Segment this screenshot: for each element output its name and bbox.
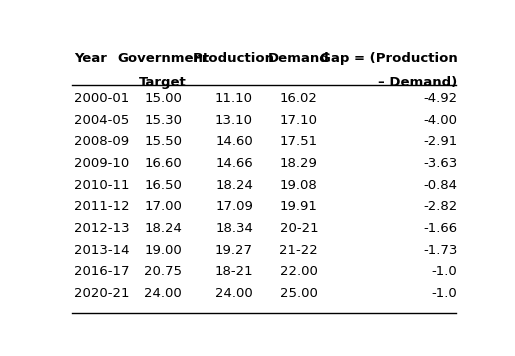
Text: 2000-01: 2000-01 [74,92,130,105]
Text: -4.92: -4.92 [423,92,457,105]
Text: 2020-21: 2020-21 [74,287,130,300]
Text: 18.24: 18.24 [215,179,253,192]
Text: 2004-05: 2004-05 [74,114,130,127]
Text: Target: Target [139,75,187,89]
Text: 15.50: 15.50 [144,135,182,148]
Text: -1.73: -1.73 [423,244,457,257]
Text: 17.00: 17.00 [144,200,182,213]
Text: 2016-17: 2016-17 [74,265,130,278]
Text: 19.91: 19.91 [280,200,318,213]
Text: Year: Year [74,52,107,65]
Text: 20.75: 20.75 [144,265,182,278]
Text: 2012-13: 2012-13 [74,222,130,235]
Text: Demand: Demand [268,52,330,65]
Text: -1.0: -1.0 [432,265,457,278]
Text: 15.00: 15.00 [144,92,182,105]
Text: -0.84: -0.84 [423,179,457,192]
Text: -1.66: -1.66 [423,222,457,235]
Text: 17.09: 17.09 [215,200,253,213]
Text: 17.10: 17.10 [280,114,318,127]
Text: 15.30: 15.30 [144,114,182,127]
Text: 24.00: 24.00 [144,287,182,300]
Text: 18.34: 18.34 [215,222,253,235]
Text: 18-21: 18-21 [215,265,253,278]
Text: 21-22: 21-22 [280,244,318,257]
Text: 2010-11: 2010-11 [74,179,130,192]
Text: 14.60: 14.60 [215,135,253,148]
Text: Production: Production [193,52,275,65]
Text: 17.51: 17.51 [280,135,318,148]
Text: -4.00: -4.00 [423,114,457,127]
Text: 16.60: 16.60 [144,157,182,170]
Text: -2.91: -2.91 [423,135,457,148]
Text: -3.63: -3.63 [423,157,457,170]
Text: -1.0: -1.0 [432,287,457,300]
Text: 2011-12: 2011-12 [74,200,130,213]
Text: 2008-09: 2008-09 [74,135,129,148]
Text: 16.50: 16.50 [144,179,182,192]
Text: Government: Government [117,52,209,65]
Text: 22.00: 22.00 [280,265,318,278]
Text: 25.00: 25.00 [280,287,318,300]
Text: – Demand): – Demand) [378,75,457,89]
Text: 19.00: 19.00 [144,244,182,257]
Text: 19.08: 19.08 [280,179,318,192]
Text: 14.66: 14.66 [215,157,253,170]
Text: 2009-10: 2009-10 [74,157,130,170]
Text: 13.10: 13.10 [215,114,253,127]
Text: 18.24: 18.24 [144,222,182,235]
Text: Gap = (Production: Gap = (Production [320,52,457,65]
Text: 11.10: 11.10 [215,92,253,105]
Text: 24.00: 24.00 [215,287,253,300]
Text: -2.82: -2.82 [423,200,457,213]
Text: 19.27: 19.27 [215,244,253,257]
Text: 2013-14: 2013-14 [74,244,130,257]
Text: 16.02: 16.02 [280,92,318,105]
Text: 20-21: 20-21 [280,222,318,235]
Text: 18.29: 18.29 [280,157,318,170]
